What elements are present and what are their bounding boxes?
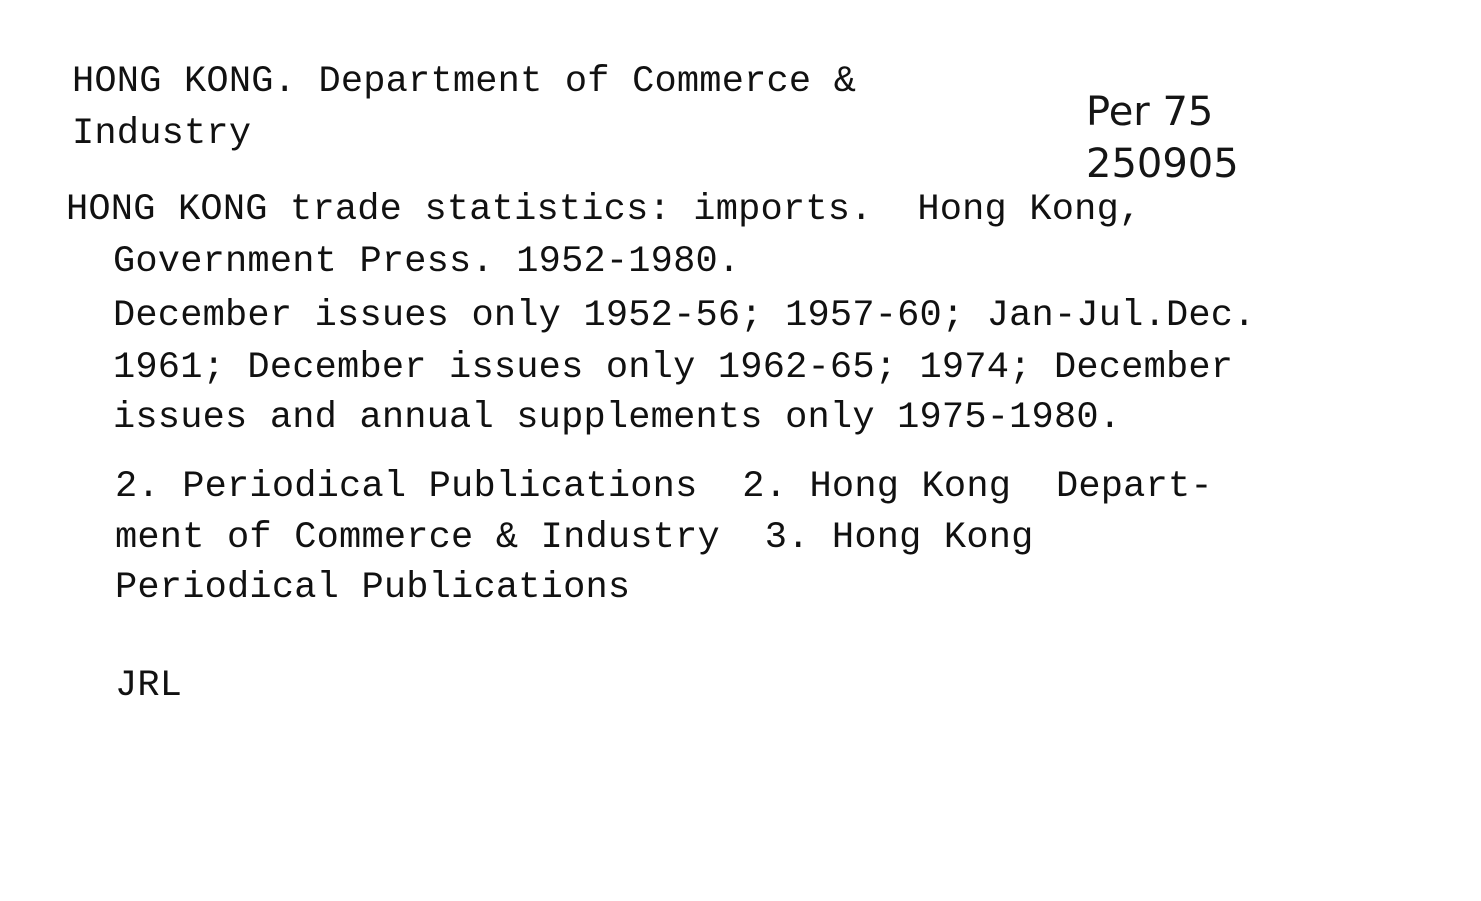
tracings-line-3: Periodical Publications: [115, 567, 631, 609]
holdings-line-3: issues and annual supplements only 1975-…: [113, 397, 1122, 439]
tracings-line-1: 2. Periodical Publications 2. Hong Kong …: [115, 466, 1213, 508]
holdings-line-1: December issues only 1952-56; 1957-60; J…: [113, 295, 1256, 337]
library-code: JRL: [115, 665, 183, 707]
title-line-1: HONG KONG trade statistics: imports. Hon…: [66, 189, 1142, 231]
main-entry-line-2: Industry: [72, 113, 252, 155]
call-number-line-1: Per 75: [1086, 89, 1214, 135]
holdings-line-2: 1961; December issues only 1962-65; 1974…: [113, 347, 1234, 389]
tracings-line-2: ment of Commerce & Industry 3. Hong Kong: [115, 517, 1034, 559]
title-line-2: Government Press. 1952-1980.: [113, 241, 741, 283]
call-number-line-2: 250905: [1086, 141, 1239, 187]
main-entry-line-1: HONG KONG. Department of Commerce &: [72, 61, 857, 103]
